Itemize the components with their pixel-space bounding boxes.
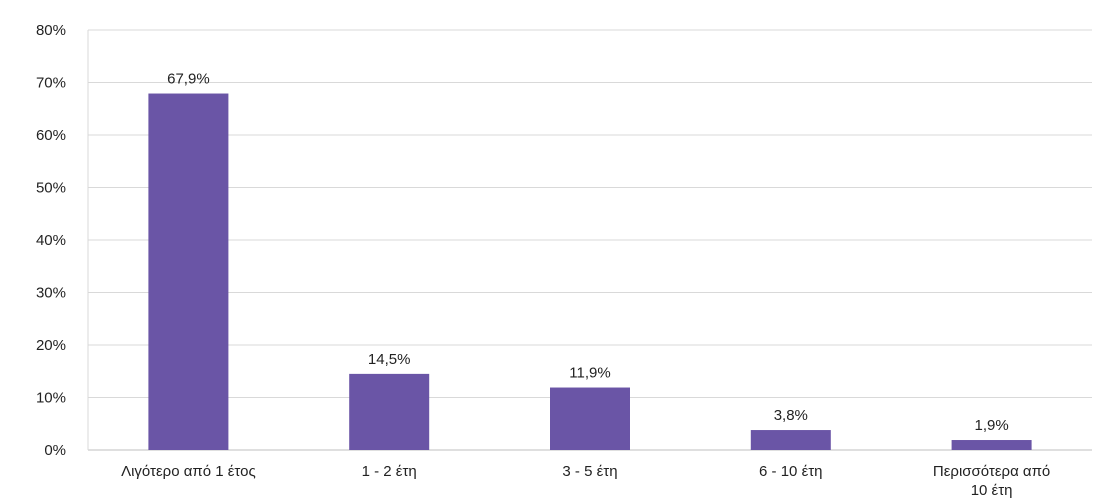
bar <box>148 93 229 451</box>
y-tick-label: 40% <box>36 232 66 249</box>
y-tick-label: 0% <box>44 442 66 459</box>
y-tick-label: 20% <box>36 337 66 354</box>
y-axis-ticks: 0% 10% 20% 30% 40% 50% 60% 70% 80% <box>36 22 66 459</box>
y-tick-label: 60% <box>36 127 66 144</box>
data-label: 3,8% <box>774 407 808 424</box>
y-tick-label: 70% <box>36 75 66 92</box>
x-axis-categories: Λιγότερο από 1 έτος 1 - 2 έτη 3 - 5 έτη 6 -… <box>121 463 1050 499</box>
x-category-label: 3 - 5 έτη <box>562 463 617 480</box>
x-category-label: 6 - 10 έτη <box>759 463 822 480</box>
y-tick-label: 80% <box>36 22 66 39</box>
x-category-label: 1 - 2 έτη <box>362 463 417 480</box>
bar <box>750 430 831 450</box>
y-tick-label: 30% <box>36 285 66 302</box>
bar <box>349 373 430 450</box>
data-label: 1,9% <box>974 417 1008 434</box>
bar <box>550 387 630 450</box>
x-category-label: Λιγότερο από 1 έτος <box>121 463 256 480</box>
y-tick-label: 10% <box>36 390 66 407</box>
y-tick-label: 50% <box>36 180 66 197</box>
data-labels: 67,9% 14,5% 11,9% 3,8% 1,9% <box>167 71 1009 434</box>
data-label: 11,9% <box>569 365 610 382</box>
data-label: 67,9% <box>167 71 210 88</box>
data-label: 14,5% <box>368 351 411 368</box>
bars <box>148 93 1032 451</box>
x-category-label: Περισσότερα από 10 έτη <box>933 463 1050 499</box>
bar <box>951 440 1032 450</box>
